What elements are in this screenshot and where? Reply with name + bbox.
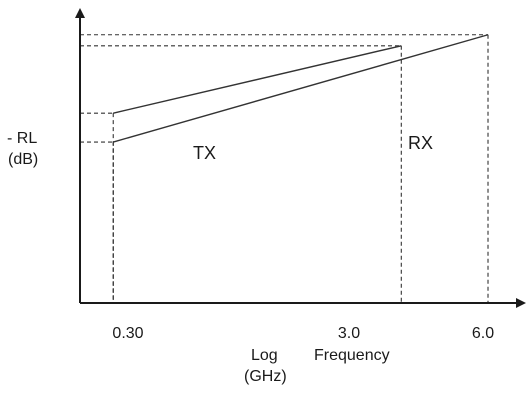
x-tick-label-0: 0.30 bbox=[112, 325, 143, 342]
guide-lines bbox=[80, 34, 489, 303]
x-tick-label-1: 3.0 bbox=[338, 325, 360, 342]
y-axis-label-line-2: (dB) bbox=[8, 151, 38, 168]
series-lines bbox=[113, 34, 489, 143]
x-axis-label-frequency: Frequency bbox=[314, 347, 390, 364]
x-axis-label-unit: (GHz) bbox=[244, 368, 287, 385]
series-line-tx bbox=[113, 45, 402, 114]
x-tick-label-2: 6.0 bbox=[472, 325, 494, 342]
series-line-rx bbox=[113, 34, 489, 143]
series-label-rx: RX bbox=[408, 133, 433, 153]
y-axis-label-line-1: - RL bbox=[7, 130, 37, 147]
series-label-tx: TX bbox=[193, 143, 216, 163]
x-axis-label-log: Log bbox=[251, 347, 278, 364]
